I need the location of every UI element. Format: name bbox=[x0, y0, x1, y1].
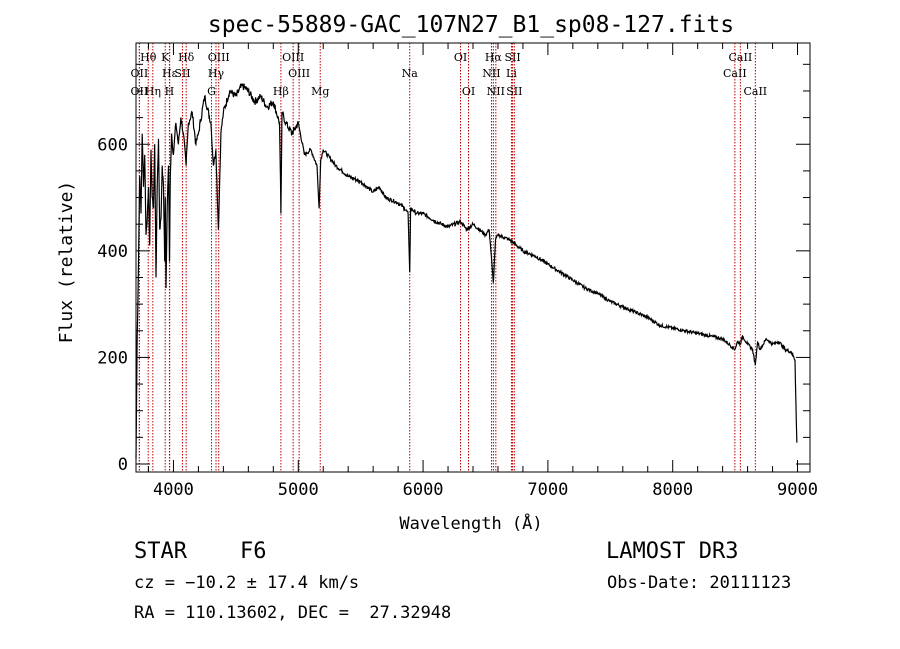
line-label-10: Hγ bbox=[208, 67, 225, 80]
line-label-14: OIII bbox=[288, 67, 310, 80]
line-label-24: SII bbox=[506, 85, 522, 98]
plot-frame bbox=[135, 42, 811, 473]
line-label-22: SII bbox=[504, 51, 520, 64]
line-label-21: NII bbox=[487, 85, 505, 98]
y-tick-labels: 0 200 400 600 bbox=[97, 135, 128, 475]
line-label-0: Hθ bbox=[140, 51, 157, 64]
line-label-13: OIII bbox=[282, 51, 304, 64]
x-tick-label: 9000 bbox=[777, 480, 818, 500]
line-label-19: Hα bbox=[485, 51, 503, 64]
y-tick-label: 200 bbox=[97, 348, 128, 368]
y-tick-label: 600 bbox=[97, 135, 128, 155]
line-label-20: NII bbox=[482, 67, 500, 80]
line-label-2: OII bbox=[131, 85, 149, 98]
y-tick-label: 400 bbox=[97, 242, 128, 262]
line-label-8: SII bbox=[174, 67, 190, 80]
x-tick-label: 5000 bbox=[278, 480, 319, 500]
observation-date: Obs-Date: 20111123 bbox=[607, 573, 792, 593]
x-tick-label: 6000 bbox=[403, 480, 444, 500]
redshift-cz: cz = −10.2 ± 17.4 km/s bbox=[134, 573, 360, 593]
line-label-27: CaII bbox=[743, 85, 767, 98]
line-label-23: Li bbox=[506, 67, 517, 80]
line-label-18: OI bbox=[462, 85, 475, 98]
x-tick-labels: 4000 5000 6000 7000 8000 9000 bbox=[153, 480, 818, 500]
line-label-26: CaII bbox=[723, 67, 747, 80]
line-label-11: G bbox=[207, 85, 216, 98]
line-label-3: Hη bbox=[145, 85, 161, 98]
spectral-line-markers bbox=[138, 43, 756, 472]
line-label-25: CaII bbox=[729, 51, 753, 64]
survey-name: LAMOST DR3 bbox=[606, 539, 739, 564]
chart-title: spec-55889-GAC_107N27_B1_sp08-127.fits bbox=[208, 12, 734, 38]
y-axis-label: Flux (relative) bbox=[56, 181, 77, 344]
line-label-1: OII bbox=[131, 67, 149, 80]
x-axis-label: Wavelength (Å) bbox=[399, 512, 542, 534]
line-label-6: H bbox=[165, 85, 175, 98]
line-label-4: K bbox=[161, 51, 170, 64]
object-class: STAR bbox=[134, 539, 187, 564]
line-label-9: OIII bbox=[208, 51, 230, 64]
object-subclass: F6 bbox=[240, 539, 267, 564]
y-tick-label: 0 bbox=[118, 455, 128, 475]
line-label-17: OI bbox=[454, 51, 467, 64]
line-label-16: Na bbox=[402, 67, 419, 80]
axis-ticks bbox=[136, 43, 810, 472]
line-label-7: Hδ bbox=[178, 51, 195, 64]
line-label-12: Hβ bbox=[273, 85, 289, 98]
spectrum-line bbox=[135, 83, 798, 459]
x-tick-label: 4000 bbox=[153, 480, 194, 500]
coordinates: RA = 110.13602, DEC = 27.32948 bbox=[134, 603, 452, 623]
x-tick-label: 8000 bbox=[652, 480, 693, 500]
x-tick-label: 7000 bbox=[527, 480, 568, 500]
line-label-15: Mg bbox=[311, 85, 329, 98]
line-label-5: Hε bbox=[162, 67, 178, 80]
